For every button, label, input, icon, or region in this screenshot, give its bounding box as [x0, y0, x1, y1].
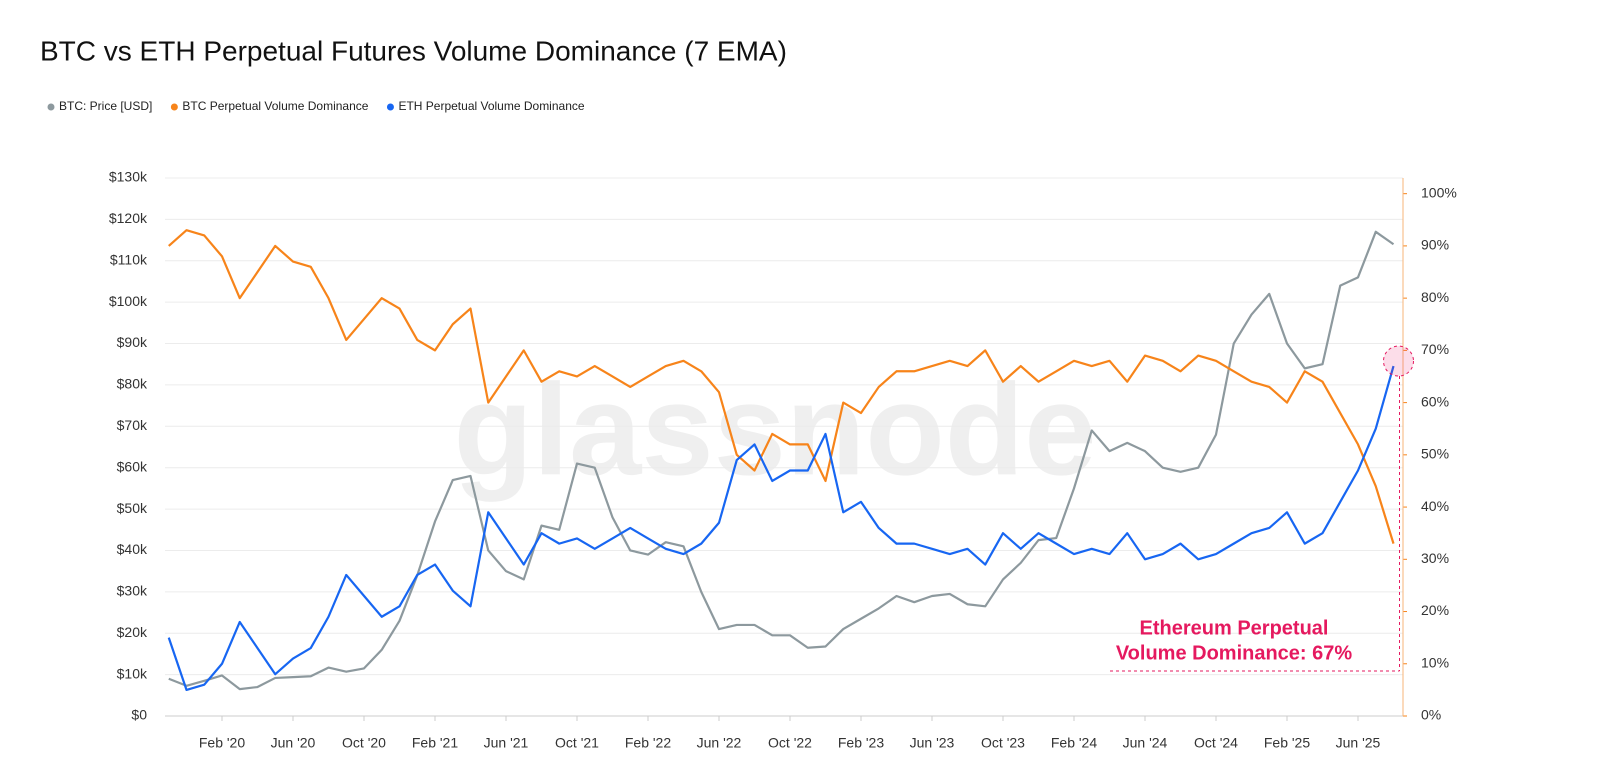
y2-tick-label: 60%	[1421, 393, 1449, 409]
y-tick-label: $110k	[110, 251, 148, 267]
annotation-text: Volume Dominance: 67%	[1116, 642, 1353, 664]
x-tick-label: Feb '23	[838, 735, 884, 751]
y2-tick-label: 80%	[1421, 289, 1449, 305]
watermark: glassnode	[454, 356, 1097, 502]
y2-tick-label: 50%	[1421, 446, 1449, 462]
legend-label: BTC: Price [USD]	[59, 99, 152, 113]
x-tick-label: Oct '23	[981, 735, 1025, 751]
legend-marker	[386, 103, 394, 111]
x-tick-label: Jun '21	[484, 735, 529, 751]
x-tick-label: Feb '22	[625, 735, 671, 751]
y2-tick-label: 100%	[1421, 184, 1457, 200]
y2-tick-label: 90%	[1421, 237, 1449, 253]
legend-label: BTC Perpetual Volume Dominance	[182, 99, 368, 113]
x-tick-label: Feb '21	[412, 735, 458, 751]
y2-tick-label: 70%	[1421, 341, 1449, 357]
x-tick-label: Jun '20	[271, 735, 316, 751]
series-line	[168, 230, 1395, 691]
y2-tick-label: 40%	[1421, 498, 1449, 514]
series-line	[167, 365, 1395, 691]
x-tick-label: Feb '24	[1051, 735, 1097, 751]
y-tick-label: $20k	[117, 624, 148, 640]
y-tick-label: $120k	[109, 210, 148, 226]
y-tick-label: $50k	[117, 500, 148, 516]
highlight-marker	[1383, 345, 1414, 377]
y-tick-label: $100k	[109, 293, 148, 309]
x-tick-label: Jun '24	[1123, 735, 1168, 751]
x-tick-label: Oct '22	[768, 735, 812, 751]
y-tick-label: $30k	[117, 583, 148, 599]
x-tick-label: Jun '22	[697, 735, 742, 751]
y-tick-label: $40k	[117, 541, 148, 557]
y2-tick-label: 0%	[1421, 707, 1441, 723]
y-tick-label: $80k	[117, 376, 148, 392]
y2-tick-label: 20%	[1421, 602, 1449, 618]
annotation-text: Ethereum Perpetual	[1140, 617, 1329, 639]
y2-tick-label: 30%	[1421, 550, 1449, 566]
x-tick-label: Oct '21	[555, 735, 599, 751]
x-tick-label: Oct '20	[342, 735, 386, 751]
y2-tick-label: 10%	[1421, 654, 1449, 670]
x-tick-label: Jun '23	[910, 735, 955, 751]
y-tick-label: $70k	[117, 417, 148, 433]
x-tick-label: Feb '20	[199, 735, 245, 751]
y-tick-label: $60k	[117, 458, 148, 474]
legend-marker	[47, 103, 55, 111]
legend-marker	[170, 103, 178, 111]
y-tick-label: $130k	[109, 169, 148, 185]
series-line	[168, 229, 1395, 544]
chart-title: BTC vs ETH Perpetual Futures Volume Domi…	[40, 35, 787, 66]
y-tick-label: $10k	[117, 665, 148, 681]
x-tick-label: Feb '25	[1264, 735, 1310, 751]
x-tick-label: Jun '25	[1336, 735, 1381, 751]
legend-label: ETH Perpetual Volume Dominance	[398, 99, 584, 113]
y-tick-label: $0	[131, 707, 147, 723]
x-tick-label: Oct '24	[1194, 735, 1238, 751]
y-tick-label: $90k	[117, 334, 148, 350]
